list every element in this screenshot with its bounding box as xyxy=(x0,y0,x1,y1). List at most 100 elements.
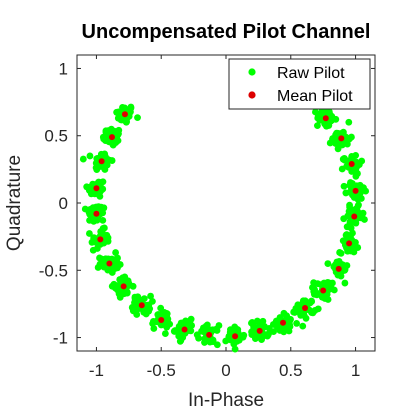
raw-pilot-point xyxy=(147,292,154,300)
raw-pilot-point xyxy=(103,135,111,143)
raw-pilot-point xyxy=(231,345,239,353)
raw-pilot-point xyxy=(195,334,202,342)
raw-pilot-point xyxy=(279,326,286,334)
raw-pilot-point xyxy=(311,279,319,287)
raw-pilot-point xyxy=(346,234,354,242)
raw-pilot-point xyxy=(345,118,353,126)
x-tick-label: 1 xyxy=(351,361,360,380)
raw-pilot-point xyxy=(99,216,107,224)
mean-pilot-point xyxy=(138,302,145,309)
mean-pilot-point xyxy=(120,283,127,290)
x-axis-label: In-Phase xyxy=(188,390,264,411)
raw-pilot-point xyxy=(353,162,361,170)
x-tick-label: 0 xyxy=(221,361,230,380)
raw-pilot-point xyxy=(176,337,184,345)
raw-pilot-point xyxy=(131,295,139,302)
mean-pilot-point xyxy=(352,187,359,194)
raw-pilot-point xyxy=(175,332,183,340)
chart-title: Uncompensated Pilot Channel xyxy=(82,21,371,43)
raw-pilot-point xyxy=(342,189,350,197)
mean-pilot-point xyxy=(348,160,355,167)
raw-pilot-point xyxy=(108,157,116,164)
raw-pilot-point xyxy=(336,249,344,256)
mean-pilot-point xyxy=(98,158,105,165)
raw-pilot-point xyxy=(343,162,351,170)
raw-pilot-point xyxy=(93,245,101,252)
raw-pilot-point xyxy=(324,260,332,267)
raw-pilot-point xyxy=(324,283,332,291)
mean-pilot-point xyxy=(322,115,329,122)
raw-pilot-point xyxy=(314,305,322,313)
x-tick-label: -0.5 xyxy=(147,361,176,380)
raw-pilot-point xyxy=(108,127,116,135)
raw-pilot-point xyxy=(160,310,168,318)
raw-pilot-point xyxy=(92,159,100,167)
raw-pilot-point xyxy=(116,276,124,283)
legend-marker-raw-pilot xyxy=(248,68,256,76)
raw-pilot-point xyxy=(340,182,348,190)
raw-pilot-point xyxy=(126,106,134,113)
mean-pilot-point xyxy=(206,331,213,338)
raw-pilot-point xyxy=(316,116,324,124)
mean-pilot-point xyxy=(93,185,100,192)
legend-label-raw-pilot: Raw Pilot xyxy=(277,65,345,82)
raw-pilot-point xyxy=(253,333,261,341)
mean-pilot-point xyxy=(320,287,327,294)
raw-pilot-point xyxy=(108,282,116,290)
y-axis-label: Quadrature xyxy=(4,155,25,251)
raw-pilot-point xyxy=(332,115,340,123)
raw-pilot-point xyxy=(115,130,122,138)
raw-pilot-point xyxy=(125,280,133,287)
raw-pilot-point xyxy=(361,216,368,223)
raw-pilot-point xyxy=(317,281,325,289)
x-tick-label: 0.5 xyxy=(279,361,303,380)
raw-pilot-point xyxy=(322,120,329,128)
mean-pilot-point xyxy=(256,327,263,334)
raw-pilot-point xyxy=(253,317,261,325)
raw-pilot-point xyxy=(259,317,267,325)
raw-pilot-point xyxy=(338,130,346,137)
raw-pilot-point xyxy=(118,116,126,124)
raw-pilot-point xyxy=(104,237,111,244)
raw-pilot-point xyxy=(202,322,210,330)
raw-pilot-point xyxy=(100,204,108,212)
raw-pilot-point xyxy=(354,170,361,177)
legend-marker-mean-pilot xyxy=(248,91,256,99)
mean-pilot-point xyxy=(121,111,128,118)
raw-pilot-point xyxy=(334,141,342,148)
raw-pilot-point xyxy=(350,248,358,256)
x-axis-ticks: -1 -0.5 0 0.5 1 xyxy=(89,55,360,380)
raw-pilot-point xyxy=(99,185,107,193)
raw-pilot-point xyxy=(329,279,336,287)
raw-pilot-point xyxy=(319,292,327,300)
raw-pilot-point xyxy=(310,290,318,298)
y-tick-label: 0 xyxy=(59,194,68,213)
raw-pilot-point xyxy=(293,320,301,327)
mean-pilot-point xyxy=(108,134,115,141)
raw-pilot-point xyxy=(97,228,105,235)
raw-pilot-point xyxy=(112,249,119,256)
raw-pilot-point xyxy=(346,201,353,209)
raw-pilot-point xyxy=(110,138,118,146)
raw-pilot-point xyxy=(314,122,321,129)
legend-box xyxy=(228,58,371,110)
raw-pilot-point xyxy=(92,203,100,211)
raw-pilot-point xyxy=(132,308,140,316)
mean-pilot-point xyxy=(181,326,188,333)
raw-pilot-point xyxy=(187,315,195,323)
raw-pilot-point xyxy=(79,155,87,163)
mean-pilot-point xyxy=(97,236,104,243)
raw-pilot-point xyxy=(154,311,162,319)
raw-pilot-point xyxy=(149,297,156,305)
raw-pilot-point xyxy=(347,179,354,186)
mean-pilot-point xyxy=(280,319,287,326)
raw-pilot-point xyxy=(96,254,103,262)
x-tick-label: -1 xyxy=(89,361,104,380)
raw-pilot-point xyxy=(213,341,221,349)
raw-pilot-point xyxy=(240,331,248,339)
raw-pilot-point xyxy=(149,317,157,325)
raw-pilot-point xyxy=(338,261,345,268)
raw-pilot-point xyxy=(299,322,307,330)
raw-pilot-point xyxy=(134,114,141,122)
